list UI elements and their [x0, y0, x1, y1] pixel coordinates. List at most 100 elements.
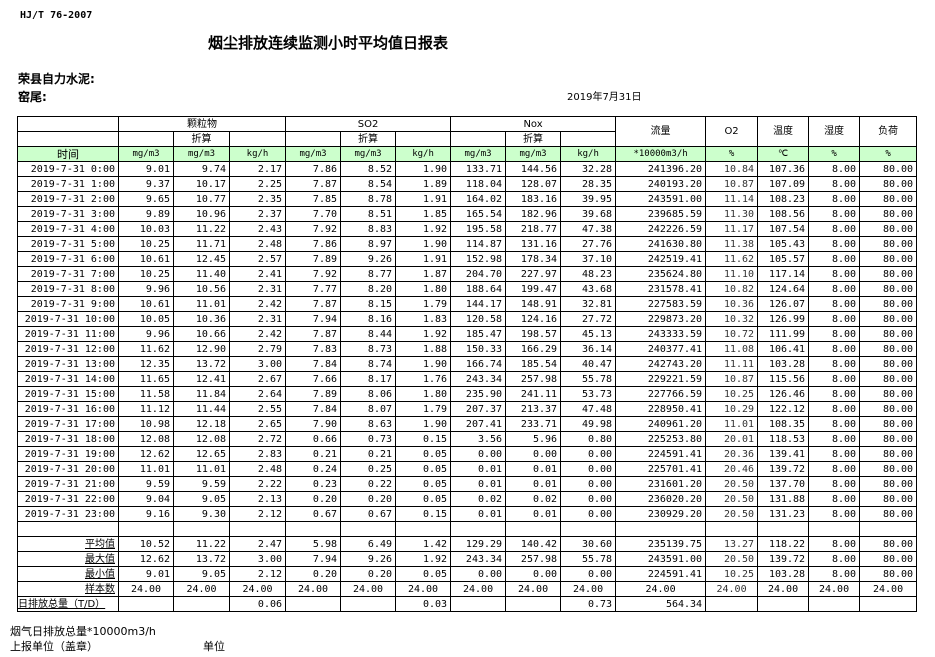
- time-cell: 2019-7-31 0:00: [17, 161, 119, 177]
- value-cell: 207.41: [450, 416, 507, 432]
- value-cell: 12.45: [173, 251, 230, 267]
- value-cell: 80.00: [859, 386, 918, 402]
- value-cell: 2.42: [228, 326, 287, 342]
- value-cell: 27.76: [560, 236, 617, 252]
- summary-value: [285, 596, 342, 612]
- value-cell: 8.00: [808, 296, 861, 312]
- value-cell: 131.23: [757, 506, 810, 522]
- summary-value: 24.00: [705, 581, 759, 597]
- value-cell: 9.96: [118, 326, 174, 342]
- value-cell: 2.41: [228, 266, 287, 282]
- value-cell: 47.38: [560, 221, 617, 237]
- value-cell: 9.26: [340, 251, 397, 267]
- value-cell: 32.28: [560, 161, 617, 177]
- value-cell: 11.01: [173, 461, 230, 477]
- value-cell: 11.01: [118, 461, 174, 477]
- value-cell: 8.17: [340, 371, 397, 387]
- table-row: 2019-7-31 7:00 10.25 11.40 2.41 7.92 8.77 1.87…: [17, 266, 918, 282]
- value-cell: 2.22: [228, 476, 287, 492]
- value-cell: 144.56: [505, 161, 562, 177]
- value-cell: 106.41: [757, 341, 810, 357]
- summary-value: 129.29: [450, 536, 507, 552]
- value-cell: 9.59: [118, 476, 174, 492]
- value-cell: 2.57: [228, 251, 287, 267]
- value-cell: 131.88: [757, 491, 810, 507]
- value-cell: 10.36: [173, 311, 230, 327]
- summary-value: 3.00: [228, 551, 287, 567]
- summary-label: 平均值: [17, 536, 119, 552]
- units-row: 时间 mg/m3 mg/m3 kg/h mg/m3 mg/m3 kg/h mg/m3 mg/m3…: [17, 146, 918, 162]
- header-blank: [17, 131, 119, 147]
- unit-cell: mg/m3: [340, 146, 397, 162]
- value-cell: 5.96: [505, 431, 562, 447]
- summary-value: 24.00: [118, 581, 174, 597]
- value-cell: 20.50: [705, 506, 759, 522]
- value-cell: 8.00: [808, 431, 861, 447]
- value-cell: 126.99: [757, 311, 810, 327]
- summary-value: 243591.00: [615, 551, 707, 567]
- value-cell: 0.02: [450, 491, 507, 507]
- value-cell: 105.57: [757, 251, 810, 267]
- header-o2: O2: [705, 116, 759, 147]
- value-cell: 8.20: [340, 281, 397, 297]
- value-cell: 120.58: [450, 311, 507, 327]
- value-cell: 1.92: [395, 221, 452, 237]
- header-humidity: 湿度: [808, 116, 861, 147]
- value-cell: 2.79: [228, 341, 287, 357]
- value-cell: 10.25: [118, 236, 174, 252]
- summary-value: 1.92: [395, 551, 452, 567]
- value-cell: 3.56: [450, 431, 507, 447]
- value-cell: 166.29: [505, 341, 562, 357]
- kiln-label: 窑尾:: [18, 90, 47, 104]
- summary-value: [505, 596, 562, 612]
- value-cell: 2.64: [228, 386, 287, 402]
- value-cell: 243333.59: [615, 326, 707, 342]
- value-cell: 1.90: [395, 236, 452, 252]
- value-cell: 0.21: [285, 446, 342, 462]
- unit-cell: *10000m3/h: [615, 146, 707, 162]
- value-cell: 80.00: [859, 221, 918, 237]
- value-cell: 1.76: [395, 371, 452, 387]
- value-cell: 7.92: [285, 221, 342, 237]
- summary-value: 9.01: [118, 566, 174, 582]
- value-cell: 0.67: [340, 506, 397, 522]
- value-cell: 0.23: [285, 476, 342, 492]
- empty-cell: [859, 521, 918, 537]
- value-cell: 12.08: [118, 431, 174, 447]
- value-cell: 9.37: [118, 176, 174, 192]
- value-cell: 0.05: [395, 476, 452, 492]
- summary-label: 日排放总量（T/D）: [17, 596, 119, 612]
- summary-value: 24.00: [859, 581, 918, 597]
- summary-value: 0.00: [450, 566, 507, 582]
- table-row: 2019-7-31 3:00 9.89 10.96 2.37 7.70 8.51 1.85 1…: [17, 206, 918, 222]
- value-cell: 0.01: [505, 506, 562, 522]
- summary-value: 0.06: [228, 596, 287, 612]
- value-cell: 10.25: [705, 386, 759, 402]
- value-cell: 233.71: [505, 416, 562, 432]
- time-cell: 2019-7-31 8:00: [17, 281, 119, 297]
- value-cell: 2.72: [228, 431, 287, 447]
- value-cell: 45.13: [560, 326, 617, 342]
- value-cell: 2.12: [228, 506, 287, 522]
- summary-value: [705, 596, 759, 612]
- value-cell: 183.16: [505, 191, 562, 207]
- value-cell: 37.10: [560, 251, 617, 267]
- value-cell: 0.24: [285, 461, 342, 477]
- header-temperature: 温度: [757, 116, 810, 147]
- value-cell: 9.59: [173, 476, 230, 492]
- value-cell: 0.22: [340, 476, 397, 492]
- reporting-unit-label: 上报单位（盖章）: [10, 640, 98, 653]
- value-cell: 11.40: [173, 266, 230, 282]
- summary-value: 7.94: [285, 551, 342, 567]
- value-cell: 12.41: [173, 371, 230, 387]
- value-cell: 80.00: [859, 296, 918, 312]
- value-cell: 137.70: [757, 476, 810, 492]
- value-cell: 231578.41: [615, 281, 707, 297]
- table-row: 2019-7-31 19:00 12.62 12.65 2.83 0.21 0.21 0.0…: [17, 446, 918, 462]
- summary-value: 24.00: [395, 581, 452, 597]
- value-cell: 10.25: [118, 266, 174, 282]
- value-cell: 8.54: [340, 176, 397, 192]
- value-cell: 0.01: [505, 476, 562, 492]
- summary-value: [757, 596, 810, 612]
- value-cell: 0.01: [450, 461, 507, 477]
